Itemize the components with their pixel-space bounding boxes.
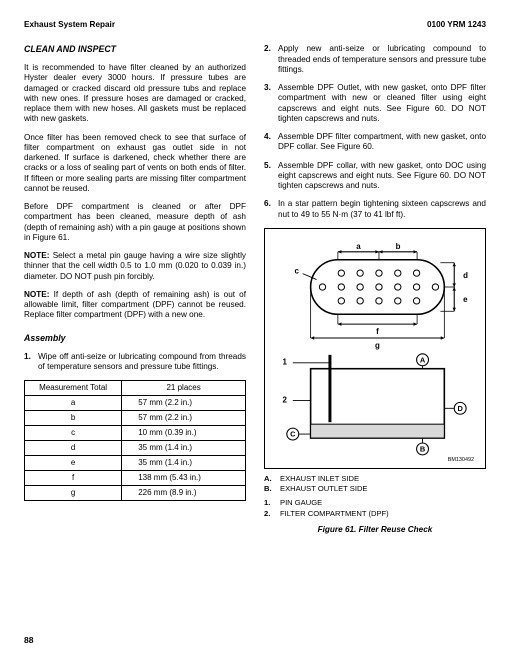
legend-key: A.: [264, 474, 280, 484]
note-body: Select a metal pin gauge having a wire s…: [24, 251, 246, 281]
step-item: Assemble DPF Outlet, with new gasket, on…: [264, 83, 486, 124]
svg-text:C: C: [290, 429, 296, 438]
two-column-layout: CLEAN AND INSPECT It is recommended to h…: [24, 44, 486, 535]
step-item: Wipe off anti-seize or lubricating compo…: [24, 352, 246, 373]
svg-text:A: A: [420, 355, 426, 364]
svg-text:1: 1: [282, 357, 287, 366]
table-cell: d: [25, 441, 122, 456]
table-cell: 57 mm (2.2 in.): [122, 411, 246, 426]
svg-text:B: B: [420, 444, 426, 453]
figure-caption: Figure 61. Filter Reuse Check: [264, 525, 486, 535]
legend-text: EXHAUST INLET SIDE: [280, 474, 359, 484]
note-lead: NOTE:: [24, 251, 49, 260]
page-number: 88: [24, 635, 34, 646]
legend-key: 2.: [264, 509, 280, 519]
figure-legend: A.EXHAUST INLET SIDE B.EXHAUST OUTLET SI…: [264, 474, 486, 519]
section-clean-inspect: CLEAN AND INSPECT: [24, 44, 246, 55]
svg-text:d: d: [463, 271, 468, 280]
step-item: Apply new anti-seize or lubricating comp…: [264, 44, 486, 75]
legend-row: B.EXHAUST OUTLET SIDE: [264, 484, 486, 494]
table-header: Measurement Total: [25, 381, 122, 396]
svg-text:g: g: [375, 341, 380, 350]
svg-text:b: b: [396, 242, 401, 251]
para: Once filter has been removed check to se…: [24, 133, 246, 195]
para: Before DPF compartment is cleaned or aft…: [24, 202, 246, 243]
legend-row: A.EXHAUST INLET SIDE: [264, 474, 486, 484]
svg-text:2: 2: [282, 395, 287, 404]
table-cell: 10 mm (0.39 in.): [122, 426, 246, 441]
svg-text:f: f: [376, 327, 379, 336]
header-left: Exhaust System Repair: [24, 20, 115, 30]
legend-text: PIN GAUGE: [280, 498, 322, 508]
table-row: e35 mm (1.4 in.): [25, 456, 246, 471]
note-body: If depth of ash (depth of remaining ash)…: [24, 290, 246, 320]
assembly-steps-left: Wipe off anti-seize or lubricating compo…: [24, 352, 246, 373]
para: It is recommended to have filter cleaned…: [24, 63, 246, 125]
header-right: 0100 YRM 1243: [427, 20, 486, 30]
table-cell: g: [25, 486, 122, 501]
svg-text:BM130492: BM130492: [448, 457, 474, 463]
measurement-table: Measurement Total 21 places a57 mm (2.2 …: [24, 380, 246, 501]
legend-row: 1.PIN GAUGE: [264, 498, 486, 508]
legend-row: 2.FILTER COMPARTMENT (DPF): [264, 509, 486, 519]
figure-frame: a b c d e fg 1 2 A D C B BM130492: [264, 228, 486, 469]
svg-text:a: a: [356, 242, 361, 251]
note: NOTE: If depth of ash (depth of remainin…: [24, 290, 246, 321]
table-cell: 35 mm (1.4 in.): [122, 456, 246, 471]
table-cell: c: [25, 426, 122, 441]
table-row: d35 mm (1.4 in.): [25, 441, 246, 456]
table-row: c10 mm (0.39 in.): [25, 426, 246, 441]
table-row: Measurement Total 21 places: [25, 381, 246, 396]
page-header: Exhaust System Repair 0100 YRM 1243: [24, 20, 486, 30]
table-header: 21 places: [122, 381, 246, 396]
assembly-steps-right: Apply new anti-seize or lubricating comp…: [264, 44, 486, 220]
section-assembly: Assembly: [24, 333, 246, 344]
legend-text: EXHAUST OUTLET SIDE: [280, 484, 368, 494]
table-cell: b: [25, 411, 122, 426]
svg-text:D: D: [457, 404, 463, 413]
legend-key: B.: [264, 484, 280, 494]
note-lead: NOTE:: [24, 290, 49, 299]
table-row: f138 mm (5.43 in.): [25, 471, 246, 486]
right-column: Apply new anti-seize or lubricating comp…: [264, 44, 486, 535]
step-item: Assemble DPF filter compartment, with ne…: [264, 132, 486, 153]
table-row: b57 mm (2.2 in.): [25, 411, 246, 426]
left-column: CLEAN AND INSPECT It is recommended to h…: [24, 44, 246, 535]
table-cell: f: [25, 471, 122, 486]
table-cell: 138 mm (5.43 in.): [122, 471, 246, 486]
figure-svg: a b c d e fg 1 2 A D C B BM130492: [271, 235, 479, 463]
svg-text:e: e: [463, 295, 468, 304]
table-cell: 57 mm (2.2 in.): [122, 396, 246, 411]
legend-text: FILTER COMPARTMENT (DPF): [280, 509, 389, 519]
step-item: In a star pattern begin tightening sixte…: [264, 199, 486, 220]
legend-key: 1.: [264, 498, 280, 508]
table-cell: e: [25, 456, 122, 471]
note: NOTE: Select a metal pin gauge having a …: [24, 251, 246, 282]
table-row: a57 mm (2.2 in.): [25, 396, 246, 411]
table-cell: 35 mm (1.4 in.): [122, 441, 246, 456]
table-cell: a: [25, 396, 122, 411]
step-item: Assemble DPF collar, with new gasket, on…: [264, 161, 486, 192]
table-cell: 226 mm (8.9 in.): [122, 486, 246, 501]
table-row: g226 mm (8.9 in.): [25, 486, 246, 501]
svg-text:c: c: [295, 266, 300, 275]
